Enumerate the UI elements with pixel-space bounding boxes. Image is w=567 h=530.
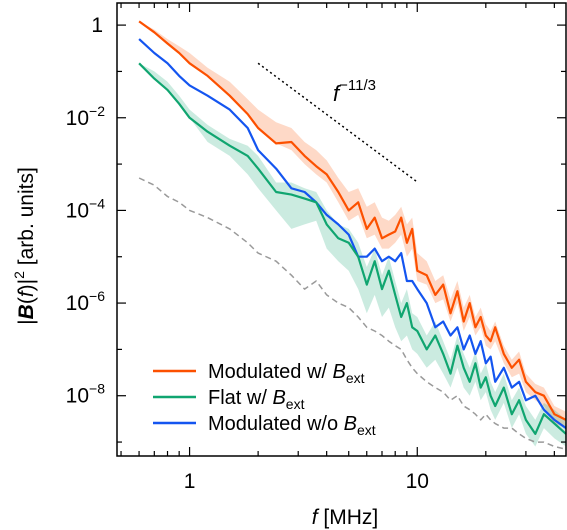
legend-label-sub: ext xyxy=(346,370,365,386)
x-tick-label: 10 xyxy=(406,470,429,493)
y-axis-label-unit: [arb. units] xyxy=(15,167,38,271)
y-tick-label: 1 xyxy=(91,14,103,37)
y-axis-label-bold: B xyxy=(15,304,38,319)
y-axis-label-post: )| xyxy=(15,279,38,291)
series-2-line xyxy=(138,38,567,429)
y-tick-label-base: 10 xyxy=(66,292,89,315)
slope-label: f−11/3 xyxy=(333,77,376,106)
y-axis-label-pre: | xyxy=(15,319,38,324)
legend-label-var: B xyxy=(344,413,357,435)
legend-label-2: Modulated w/o Bext xyxy=(208,413,376,438)
series-0-line xyxy=(138,20,567,421)
legend-label-0: Modulated w/ Bext xyxy=(208,361,365,386)
x-axis-label-var: f xyxy=(312,506,320,529)
legend-label-name: Modulated w/ xyxy=(208,361,333,383)
legend-label-sub: ext xyxy=(357,422,376,438)
slope-label-base: f xyxy=(333,81,342,106)
y-tick-label-exponent: −6 xyxy=(89,288,105,304)
legend-label-1: Flat w/ Bext xyxy=(208,387,305,412)
y-axis-label-mid: ( xyxy=(15,297,38,304)
legend-label-name: Modulated w/o xyxy=(208,413,344,435)
y-tick-label-exponent: −4 xyxy=(89,195,105,211)
x-axis-label-unit: [MHz] xyxy=(323,506,378,529)
series-1-line xyxy=(138,62,567,435)
y-axis-label-sup: 2 xyxy=(11,271,27,279)
plot-frame xyxy=(116,2,567,457)
y-tick-label-base: 10 xyxy=(66,107,89,130)
slope-guide-line xyxy=(257,62,418,183)
legend-label-var: B xyxy=(333,361,346,383)
legend-label-sub: ext xyxy=(286,396,305,412)
y-tick-label-base: 10 xyxy=(66,385,89,408)
axis-labels: f [MHz] |B(f)|2 [arb. units] xyxy=(11,167,378,529)
y-tick-label-exponent: −2 xyxy=(89,103,105,119)
y-axis-label-var: f xyxy=(15,289,38,297)
y-tick-label: 10−4 xyxy=(66,195,106,222)
legend-label-name: Flat w/ xyxy=(208,387,272,409)
y-tick-label: 10−6 xyxy=(66,288,106,315)
x-axis-label: f [MHz] xyxy=(312,506,379,529)
y-tick-label: 10−8 xyxy=(66,381,106,408)
x-tick-label: 1 xyxy=(184,470,196,493)
reference-curve xyxy=(138,177,567,450)
slope-label-exponent: −11/3 xyxy=(339,77,376,94)
legend-label-var: B xyxy=(272,387,285,409)
series-lines xyxy=(138,20,567,435)
y-tick-label: 10−2 xyxy=(66,103,106,130)
y-axis-label: |B(f)|2 [arb. units] xyxy=(11,167,38,325)
y-tick-label-base: 10 xyxy=(66,199,89,222)
series-3-line xyxy=(138,177,567,450)
slope-annotation: f−11/3 xyxy=(257,62,418,183)
y-tick-label-exponent: −8 xyxy=(89,381,105,397)
